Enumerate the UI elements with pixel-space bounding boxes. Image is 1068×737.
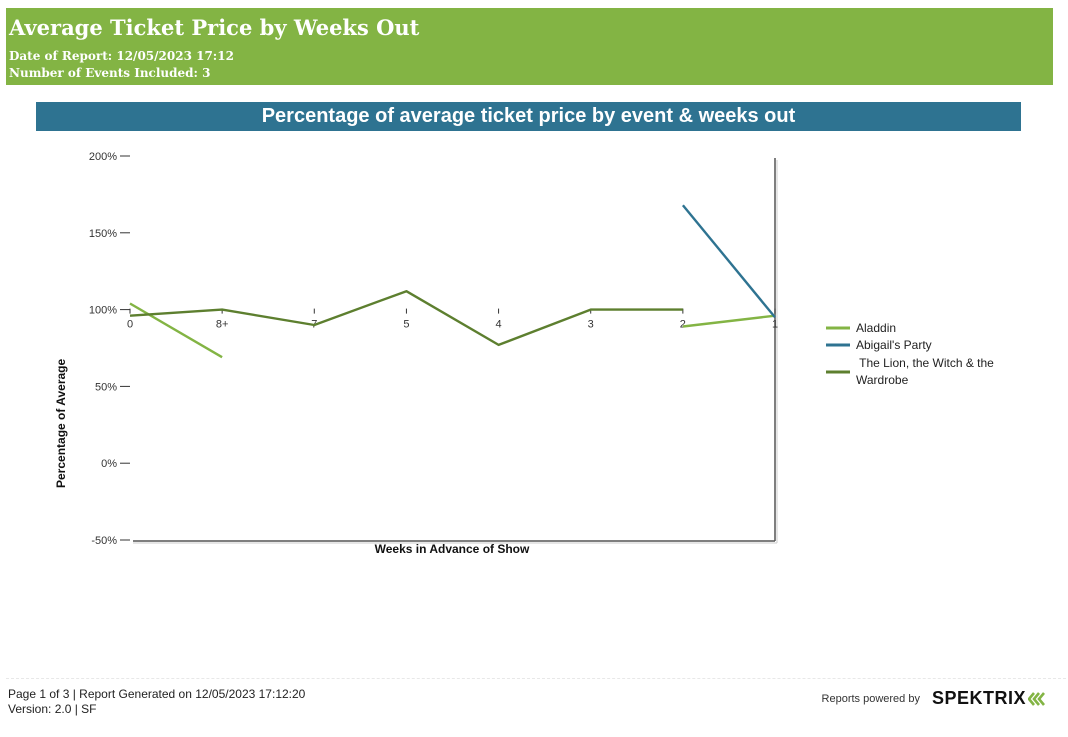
y-ticks: 200% 150% 100% 50% 0% -50% [89, 151, 130, 547]
spektrix-logo: SPEKTRIX [932, 688, 1046, 709]
legend-label-lion-witch-wardrobe-line2: Wardrobe [856, 373, 909, 387]
report-date: Date of Report: 12/05/2023 17:12 [9, 49, 234, 63]
report-title: Average Ticket Price by Weeks Out [9, 15, 420, 40]
x-tick-label: 1 [772, 319, 778, 331]
y-tick-label: 150% [89, 228, 117, 240]
series-line-aladdin-0 [129, 302, 223, 359]
line-chart: 200%150%100%50%0%-50% 0 8+ 7 5 4 3 2 1 Percenta… [54, 151, 994, 556]
page-info: Page 1 of 3 | Report Generated on 12/05/… [8, 687, 306, 701]
legend-label-aladdin: Aladdin [856, 321, 896, 335]
legend-label-abigails-party: Abigail's Party [856, 338, 932, 352]
legend-label-lion-witch-wardrobe-line1: The Lion, the Witch & the [856, 356, 994, 370]
chevrons-icon [1028, 691, 1045, 706]
version-info: Version: 2.0 | SF [8, 702, 97, 716]
x-tick-label: 2 [680, 319, 686, 331]
y-tick-label: 100% [89, 305, 117, 317]
y-tick-label: 0% [101, 458, 117, 470]
footer-divider [6, 678, 1066, 679]
y-axis-label: Percentage of Average [54, 359, 68, 488]
footer-info: Page 1 of 3 | Report Generated on 12/05/… [8, 687, 305, 717]
footer-branding: Reports powered by SPEKTRIX [822, 688, 1046, 709]
series-line-the-lion-the-witch-the-wardrobe-0 [129, 289, 683, 347]
y-tick-label: 200% [89, 151, 117, 163]
chart-legend: Aladdin Abigail's Party The Lion, the Wi… [826, 321, 994, 387]
x-tick-label: 3 [588, 319, 594, 331]
y-tick-label: -50% [91, 535, 117, 547]
x-ticks: 0 8+ 7 5 4 3 2 1 [127, 308, 778, 331]
powered-by-text: Reports powered by [821, 692, 920, 705]
x-tick-label: 5 [403, 319, 409, 331]
series-line-abigail-s-party-0 [681, 204, 776, 319]
y-tick-label: 50% [95, 381, 117, 393]
logo-wordmark: SPEKTRIX [931, 688, 1026, 708]
report-header: Average Ticket Price by Weeks Out Date o… [6, 8, 1053, 85]
x-tick-label: 8+ [216, 319, 229, 331]
events-count: Number of Events Included: 3 [9, 66, 211, 80]
chart-banner-title: Percentage of average ticket price by ev… [36, 102, 1021, 131]
series-lines [129, 204, 776, 359]
x-axis-label: Weeks in Advance of Show [375, 542, 530, 556]
chart-axes [129, 158, 778, 544]
legend-item-lion-witch-wardrobe: The Lion, the Witch & the Wardrobe [826, 356, 994, 387]
x-tick-label: 0 [127, 319, 133, 331]
x-tick-label: 4 [496, 319, 502, 331]
legend-item-aladdin: Aladdin [826, 321, 896, 335]
series-line-aladdin-1 [682, 314, 776, 328]
legend-item-abigails-party: Abigail's Party [826, 338, 932, 352]
